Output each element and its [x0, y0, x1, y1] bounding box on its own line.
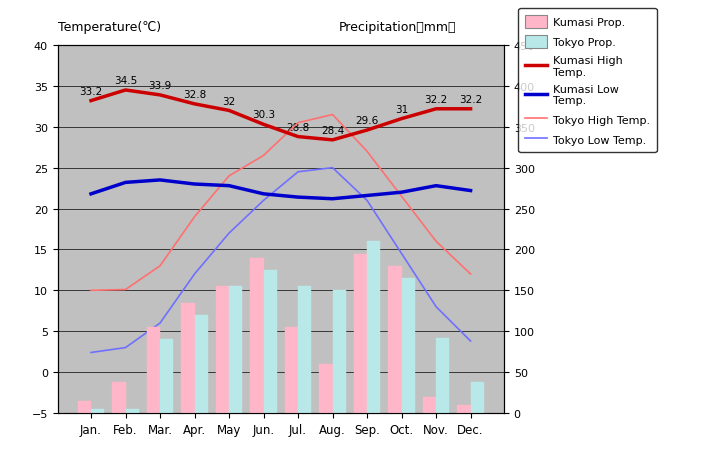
Legend: Kumasi Prop., Tokyo Prop., Kumasi High
Temp., Kumasi Low
Temp., Tokyo High Temp.: Kumasi Prop., Tokyo Prop., Kumasi High T… — [518, 9, 657, 153]
Bar — [367, 242, 380, 413]
Text: 32.2: 32.2 — [459, 95, 482, 105]
Text: 28.4: 28.4 — [321, 126, 344, 136]
Bar — [298, 286, 311, 413]
Text: 32: 32 — [222, 96, 235, 106]
Bar — [78, 401, 91, 413]
Bar — [216, 286, 229, 413]
Bar — [436, 338, 449, 413]
Bar — [147, 327, 160, 413]
Bar — [229, 286, 242, 413]
Bar — [160, 340, 173, 413]
Bar — [285, 327, 298, 413]
Bar — [423, 397, 436, 413]
Bar — [471, 382, 484, 413]
Bar — [264, 270, 276, 413]
Bar — [320, 364, 333, 413]
Bar — [354, 254, 367, 413]
Text: 30.3: 30.3 — [252, 110, 275, 120]
Text: 33.9: 33.9 — [148, 81, 171, 91]
Text: 29.6: 29.6 — [356, 116, 379, 126]
Bar — [91, 409, 104, 413]
Text: Precipitation（mm）: Precipitation（mm） — [338, 22, 456, 34]
Bar — [333, 291, 346, 413]
Bar — [251, 258, 264, 413]
Text: Temperature(℃): Temperature(℃) — [58, 22, 161, 34]
Text: 32.2: 32.2 — [425, 95, 448, 105]
Bar — [194, 315, 207, 413]
Bar — [402, 279, 415, 413]
Text: 28.8: 28.8 — [287, 123, 310, 132]
Text: 31: 31 — [395, 105, 408, 114]
Bar — [389, 266, 402, 413]
Bar — [125, 409, 139, 413]
Bar — [112, 382, 125, 413]
Text: 33.2: 33.2 — [79, 86, 103, 96]
Text: 32.8: 32.8 — [183, 90, 206, 100]
Bar — [457, 405, 471, 413]
Bar — [181, 303, 194, 413]
Text: 34.5: 34.5 — [114, 76, 137, 86]
